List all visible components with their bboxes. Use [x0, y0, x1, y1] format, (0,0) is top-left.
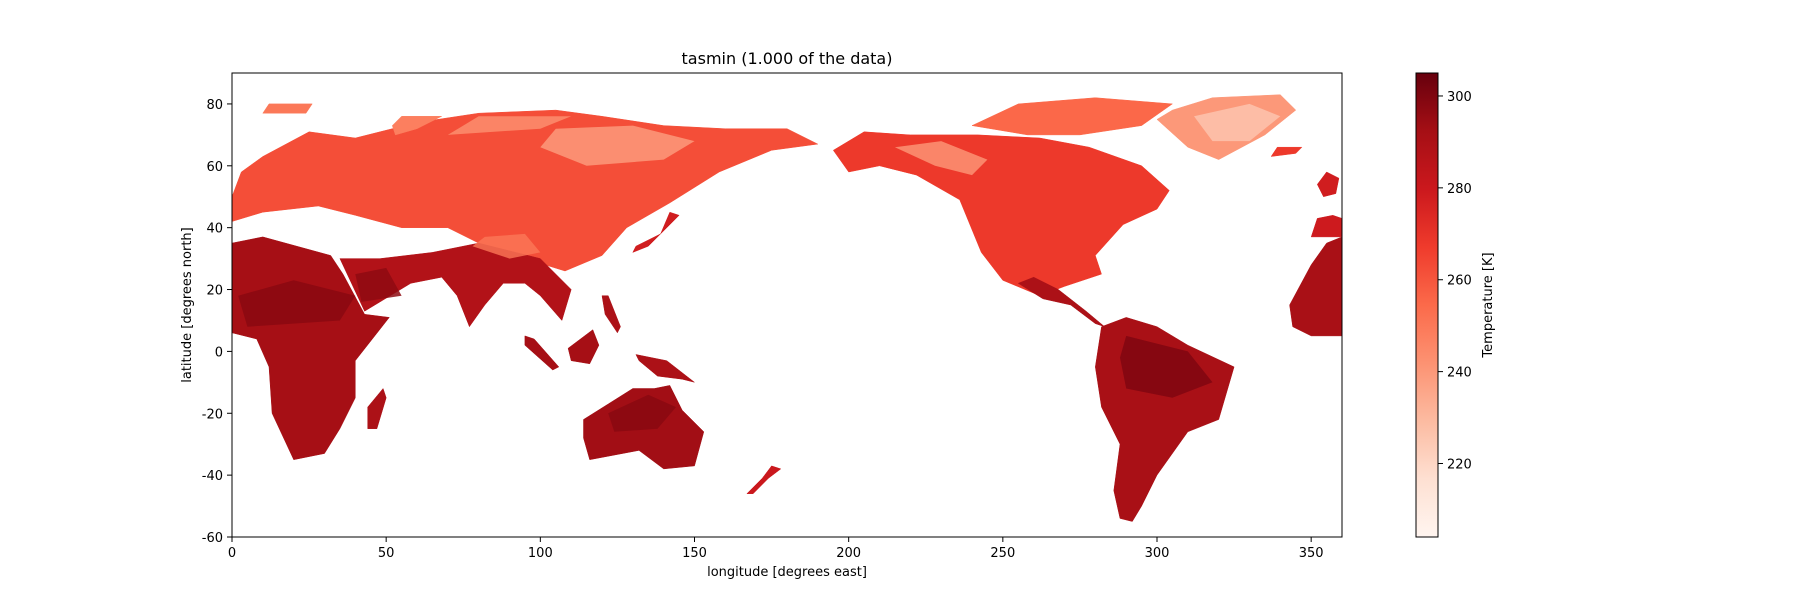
y-tick-label: -60 — [202, 531, 223, 546]
y-axis: -60 -40 -20 0 20 40 60 80 — [202, 98, 232, 546]
warm-zone-n-australia — [608, 394, 676, 432]
cold-zone-north-siberia — [447, 116, 572, 135]
x-tick-label: 350 — [1299, 546, 1324, 561]
x-tick-label: 50 — [378, 546, 395, 561]
plot-frame — [231, 72, 1343, 538]
land-borneo — [567, 329, 600, 365]
land-arabia-india — [339, 242, 572, 328]
land-philippines — [601, 295, 621, 334]
x-tick-label: 100 — [528, 546, 553, 561]
land-severny — [392, 116, 442, 136]
plot-area — [232, 94, 1342, 522]
colorbar-gradient — [1415, 72, 1439, 538]
land-svalbard — [262, 103, 313, 114]
land-iceland — [1270, 146, 1303, 157]
x-axis: 0 50 100 150 200 250 300 350 — [228, 537, 1324, 561]
colorbar-tick-label: 240 — [1447, 366, 1472, 381]
land-japan — [632, 211, 680, 253]
cold-zone-alaska-yukon — [894, 141, 988, 176]
colorbar-tick-label: 300 — [1447, 90, 1472, 105]
land-iberia — [1310, 215, 1342, 238]
colorbar-tick-label: 260 — [1447, 274, 1472, 289]
x-tick-label: 300 — [1145, 546, 1170, 561]
warm-zone-sahel — [238, 280, 356, 327]
warm-zone-arabia — [355, 267, 402, 302]
cold-zone-tibet — [472, 233, 541, 259]
x-axis-label: longitude [degrees east] — [707, 565, 867, 580]
x-tick-label: 200 — [836, 546, 861, 561]
land-sumatra — [524, 335, 560, 371]
land-uk — [1317, 171, 1340, 197]
land-north-america — [832, 131, 1170, 296]
y-tick-label: 40 — [206, 222, 223, 237]
x-tick-label: 250 — [990, 546, 1015, 561]
land-arctic-islands — [971, 97, 1174, 136]
warm-zone-amazon — [1120, 335, 1213, 398]
chart-title: tasmin (1.000 of the data) — [682, 49, 893, 68]
cold-zone-greenland-interior — [1194, 103, 1281, 142]
land-madagascar — [367, 387, 387, 429]
x-tick-label: 0 — [228, 546, 236, 561]
land-new-guinea — [635, 354, 695, 383]
colorbar-tick-label: 220 — [1447, 457, 1472, 472]
y-tick-label: 80 — [206, 98, 223, 113]
x-tick-label: 150 — [682, 546, 707, 561]
y-tick-label: 60 — [206, 160, 223, 175]
land-new-zealand — [746, 465, 782, 494]
colorbar-tick-label: 280 — [1447, 182, 1472, 197]
y-tick-label: -40 — [202, 469, 223, 484]
y-axis-label: latitude [degrees north] — [180, 227, 195, 383]
colorbar-ticks: 220 240 260 280 300 — [1438, 90, 1472, 472]
y-tick-label: -20 — [202, 407, 223, 422]
y-tick-label: 0 — [215, 345, 223, 360]
colorbar: 220 240 260 280 300 Temperature [K] — [1415, 72, 1496, 538]
land-west-africa — [1289, 236, 1342, 337]
colorbar-label: Temperature [K] — [1481, 252, 1496, 358]
cold-zone-siberia — [540, 125, 695, 166]
y-tick-label: 20 — [206, 284, 223, 299]
